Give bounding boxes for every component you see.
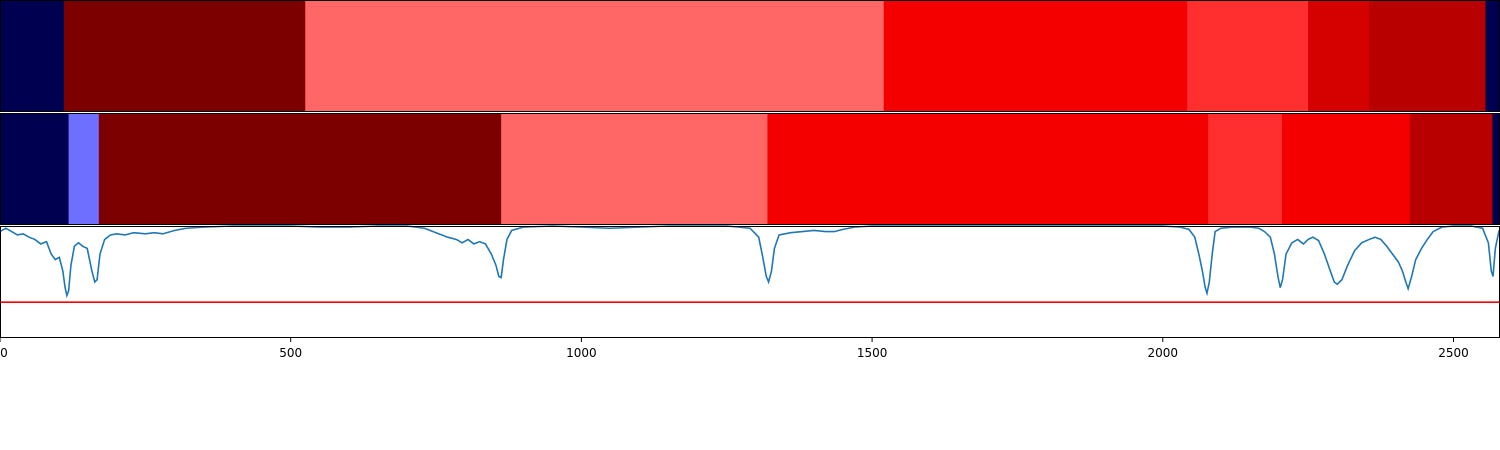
x-tick-label-0: 0 [0, 346, 8, 360]
x-axis: 0 500 1000 1500 2000 2500 [0, 338, 1469, 360]
x-tick-label-1: 500 [279, 346, 302, 360]
x-tick-label-4: 2000 [1148, 346, 1179, 360]
segment-row0-4 [1187, 0, 1309, 112]
segment-row0-2 [305, 0, 885, 112]
segment-row0-5 [1308, 0, 1370, 112]
segment-row0-1 [63, 0, 306, 112]
x-tick-label-2: 1000 [566, 346, 597, 360]
segment-row0-6 [1369, 0, 1486, 112]
score-line [0, 225, 1500, 299]
segment-row1-5 [1208, 113, 1283, 225]
segment-row1-3 [501, 113, 768, 225]
line-panel [0, 225, 1500, 338]
segmentation-row-1 [0, 113, 1500, 225]
segment-row1-2 [98, 113, 502, 225]
segment-row1-7 [1409, 113, 1493, 225]
line-panel-background [0, 226, 1500, 338]
segment-row0-7 [1485, 0, 1500, 112]
segment-row1-8 [1492, 113, 1500, 225]
x-tick-label-5: 2500 [1438, 346, 1469, 360]
segment-row0-3 [883, 0, 1188, 112]
segment-row1-0 [0, 113, 70, 225]
segmentation-row-0 [0, 0, 1500, 112]
segment-row1-1 [68, 113, 100, 225]
segment-row1-6 [1281, 113, 1411, 225]
segment-row0-0 [0, 0, 65, 112]
segment-row1-4 [767, 113, 1209, 225]
x-tick-label-3: 1500 [857, 346, 888, 360]
